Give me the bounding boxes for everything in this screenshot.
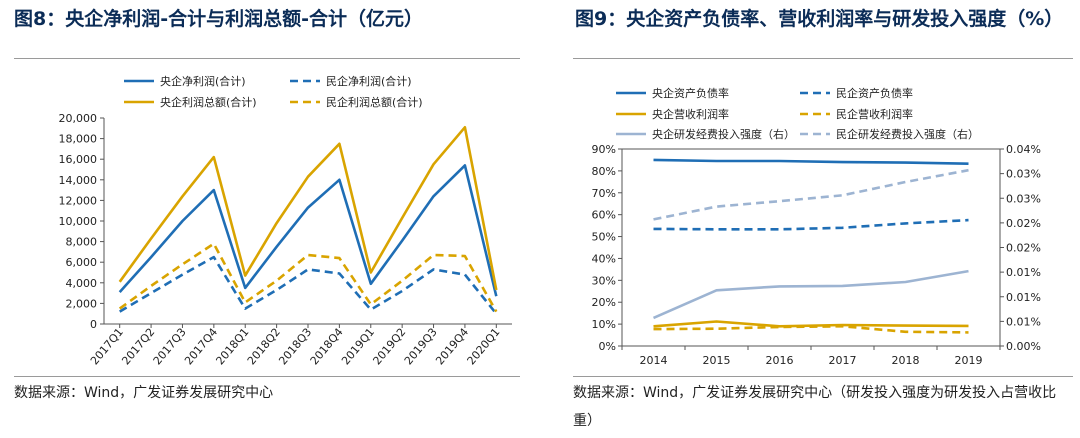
x-tick-label: 2017Q4 [182,326,220,368]
x-tick-label: 2017 [829,354,857,367]
legend-label: 民企资产负债率 [836,86,913,100]
y2-tick-label: 0.03% [1006,168,1041,181]
x-tick-label: 2020Q1 [465,326,503,368]
x-tick-label: 2016 [766,354,794,367]
x-tick-label: 2018Q3 [276,326,314,368]
x-tick-label: 2017Q1 [88,326,126,368]
source-note-right: 数据来源：Wind，广发证券发展研究中心（研发投入强度为研发投入占营收比重） [573,385,1057,429]
x-tick-label: 2018Q2 [245,326,283,368]
y-tick-label: 0% [599,340,616,353]
y-tick-label: 20% [592,296,616,309]
legend-label: 民企利润总额(合计) [326,95,423,109]
x-tick-label: 2019Q3 [402,326,440,368]
series-line-4 [652,269,969,320]
chart-title-right: 图9：央企资产负债率、营收利润率与研发投入强度（%） [575,8,1064,30]
y-tick-label: 10,000 [59,215,98,228]
x-tick-label: 2019Q2 [370,326,408,368]
y-tick-label: 14,000 [59,174,98,187]
series-line-0 [653,158,969,165]
legend-label: 央企研发经费投入强度（右） [652,127,795,141]
legend-label: 央企净利润(合计) [160,74,246,88]
chart-title-left: 图8：央企净利润-合计与利润总额-合计（亿元） [14,8,423,30]
y-tick-label: 70% [592,187,616,200]
y2-tick-label: 0.01% [1006,266,1041,279]
series-line-2 [118,126,498,291]
x-tick-label: 2019Q1 [339,326,377,368]
y-tick-label: 10% [592,318,616,331]
y2-tick-label: 0.02% [1006,242,1041,255]
y-tick-label: 60% [592,209,616,222]
divider-bottom-left [14,376,520,377]
x-tick-label: 2018 [892,354,920,367]
x-tick-label: 2017Q2 [119,326,157,368]
divider-top-left [14,58,520,59]
y-tick-label: 20,000 [59,112,98,125]
y-tick-label: 16,000 [59,153,98,166]
y-tick-label: 40% [592,252,616,265]
y-tick-label: 0 [90,318,97,331]
y-tick-label: 2,000 [66,297,98,310]
legend-label: 民企净利润(合计) [326,74,412,88]
y-tick-label: 50% [592,231,616,244]
series-line-1 [653,218,969,231]
x-tick-label: 2018Q4 [308,326,346,368]
y2-tick-label: 0.04% [1006,143,1041,156]
legend-label: 央企营收利润率 [652,107,729,121]
divider-top-right [573,58,1073,59]
y-tick-label: 80% [592,165,616,178]
chart-right: 0% 10% 20% 30% 40% 50% 60% 70% 80% 90% 0.00% 0.01% 0… [592,86,1041,367]
series-line-5 [653,168,969,221]
source-note-left: 数据来源：Wind，广发证券发展研究中心 [14,385,274,401]
y2-tick-label: 0.00% [1006,340,1041,353]
legend-label: 央企资产负债率 [652,86,729,100]
x-tick-label: 2018Q1 [214,326,252,368]
chart-left: 0 2,000 4,000 6,000 8,000 10,000 12,000 14,000 1… [59,74,512,368]
x-tick-label: 2019 [955,354,983,367]
series-line-3 [653,324,969,334]
y-tick-label: 30% [592,274,616,287]
x-tick-label: 2014 [640,354,668,367]
y-tick-label: 6,000 [66,256,98,269]
y2-tick-label: 0.01% [1006,291,1041,304]
series-line-0 [118,164,498,297]
x-tick-label: 2015 [703,354,731,367]
x-tick-label: 2019Q4 [433,326,471,368]
series-line-1 [119,255,498,315]
legend-label: 民企研发经费投入强度（右） [836,127,979,141]
x-tick-label: 2017Q3 [151,326,189,368]
y2-tick-label: 0.02% [1006,217,1041,230]
y-tick-label: 12,000 [59,194,98,207]
y-tick-label: 4,000 [66,277,98,290]
y2-tick-label: 0.03% [1006,192,1041,205]
legend-label: 民企营收利润率 [836,107,913,121]
y-tick-label: 90% [592,143,616,156]
y-tick-label: 18,000 [59,133,98,146]
y-tick-label: 8,000 [66,236,98,249]
legend-label: 央企利润总额(合计) [160,95,257,109]
divider-bottom-right [573,376,1073,377]
y2-tick-label: 0.01% [1006,315,1041,328]
